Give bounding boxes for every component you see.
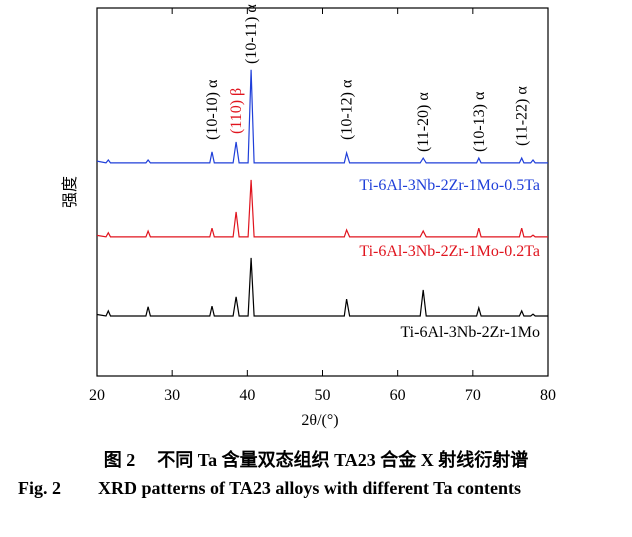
xrd-line <box>96 179 548 238</box>
caption-text: XRD patterns of TA23 alloys with differe… <box>98 478 522 498</box>
peak-label: (10-13) α <box>471 91 488 152</box>
peak-label: (10-12) α <box>339 79 356 140</box>
series-label: Ti-6Al-3Nb-2Zr-1Mo <box>400 324 540 341</box>
peak-label: (110) β <box>228 88 245 134</box>
caption-label: Fig. 2 <box>18 478 61 498</box>
caption-text: 不同 Ta 含量双态组织 TA23 合金 X 射线衍射谱 <box>157 450 529 470</box>
peak-label: (11-22) α <box>514 86 531 146</box>
x-tick-label: 50 <box>315 387 331 404</box>
x-axis-label: 2θ/(°) <box>301 412 338 429</box>
peak-label: (10-11) α <box>243 4 260 64</box>
y-axis-label: 强度 <box>61 176 79 208</box>
series-label: Ti-6Al-3Nb-2Zr-1Mo-0.5Ta <box>359 177 540 194</box>
x-tick-label: 80 <box>540 387 556 404</box>
x-tick-label: 70 <box>465 387 481 404</box>
caption: 图 2 不同 Ta 含量双态组织 TA23 合金 X 射线衍射谱 Fig. 2 … <box>0 446 632 499</box>
x-tick-label: 20 <box>89 387 105 404</box>
peak-label: (11-20) α <box>415 92 432 152</box>
x-tick-label: 60 <box>390 387 406 404</box>
caption-en-row: Fig. 2 XRD patterns of TA23 alloys with … <box>0 478 632 499</box>
series-label: Ti-6Al-3Nb-2Zr-1Mo-0.2Ta <box>359 243 540 260</box>
x-tick-label: 30 <box>164 387 180 404</box>
peak-label: (10-10) α <box>204 79 221 140</box>
xrd-line <box>96 69 548 164</box>
chart: 2θ/(°) 强度 20 30 40 50 60 70 80 Ti-6Al-3Nb-2Zr-1… <box>61 4 556 429</box>
xrd-line <box>96 257 548 317</box>
caption-cn-row: 图 2 不同 Ta 含量双态组织 TA23 合金 X 射线衍射谱 <box>0 446 632 472</box>
x-tick-label: 40 <box>239 387 255 404</box>
caption-label: 图 2 <box>103 450 136 470</box>
